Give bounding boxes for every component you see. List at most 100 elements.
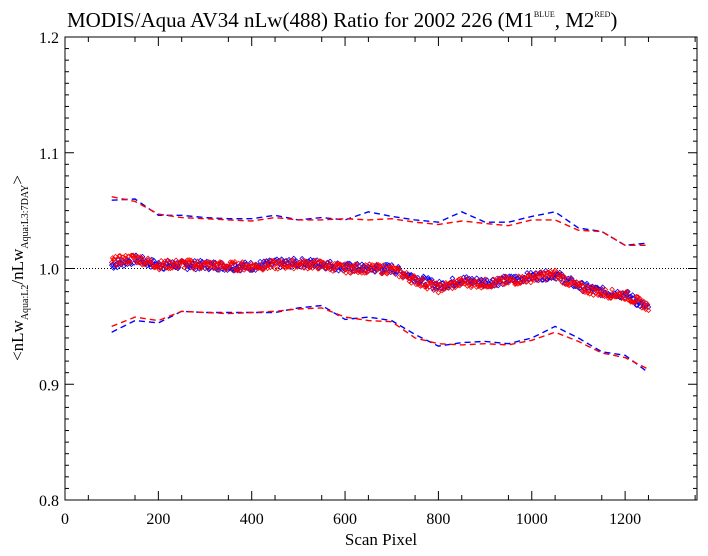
data-point: [295, 261, 302, 267]
data-point: [500, 281, 506, 287]
data-point: [502, 274, 509, 280]
data-point: [528, 279, 534, 286]
data-point: [445, 285, 452, 291]
data-point: [290, 257, 296, 263]
data-point: [195, 261, 202, 267]
data-point: [449, 285, 456, 292]
data-point: [315, 266, 321, 272]
data-point: [531, 277, 538, 283]
data-point: [169, 265, 176, 271]
data-point: [141, 256, 148, 263]
data-point: [227, 259, 234, 265]
data-point: [197, 265, 204, 271]
data-point: [413, 281, 419, 288]
data-point: [457, 282, 463, 289]
data-point: [469, 283, 475, 289]
data-point: [118, 259, 124, 266]
title-sup-red: RED: [594, 10, 610, 19]
data-point: [631, 299, 638, 306]
data-point: [407, 275, 414, 282]
data-point: [389, 263, 396, 270]
data-point: [599, 284, 606, 290]
data-point: [173, 257, 179, 264]
data-point: [384, 271, 390, 277]
data-point: [553, 275, 559, 282]
data-point: [599, 286, 605, 292]
data-point: [127, 259, 134, 266]
data-point: [545, 269, 552, 276]
data-point: [586, 291, 593, 297]
data-point: [308, 259, 315, 266]
y-tick-labels: 0.8 0.9 1.0 1.1 1.2: [39, 30, 59, 510]
data-point: [398, 268, 404, 275]
data-point: [331, 266, 337, 272]
data-point: [539, 277, 545, 283]
x-tick-label: 200: [146, 511, 170, 528]
data-point: [609, 286, 615, 293]
data-point: [613, 293, 619, 300]
data-point: [232, 259, 238, 265]
data-point: [526, 271, 532, 277]
data-point: [575, 283, 582, 290]
data-point: [632, 299, 639, 306]
data-point: [461, 281, 468, 287]
data-point: [515, 273, 522, 279]
data-point: [608, 295, 614, 301]
data-point: [518, 279, 525, 285]
data-point: [498, 276, 504, 282]
data-point: [430, 279, 436, 285]
data-point: [269, 262, 276, 269]
data-point: [623, 289, 629, 295]
y-tick-label: 0.9: [39, 377, 59, 394]
data-point: [465, 276, 472, 282]
data-point: [305, 260, 312, 267]
data-point: [361, 270, 368, 276]
data-point: [464, 283, 471, 289]
data-point: [324, 263, 331, 270]
x-tick-label: 600: [333, 511, 357, 528]
data-point: [311, 261, 318, 268]
data-point: [215, 266, 221, 273]
data-point: [177, 258, 184, 264]
data-point: [394, 265, 401, 272]
data-point: [431, 284, 438, 290]
data-point: [186, 257, 192, 263]
x-tick-labels: 0 200 400 600 800 1000 1200: [61, 511, 641, 528]
data-point: [441, 283, 447, 290]
data-point: [231, 260, 237, 266]
data-point: [148, 257, 154, 264]
title-main: MODIS/Aqua AV34 nLw(488) Ratio for 2002 …: [67, 8, 534, 32]
data-point: [239, 259, 246, 265]
data-point: [180, 259, 187, 265]
data-point: [210, 265, 217, 272]
x-tick-label: 1200: [609, 511, 641, 528]
data-point: [128, 252, 135, 259]
data-point: [579, 288, 585, 294]
x-tick-label: 800: [426, 511, 450, 528]
series-red-upper-line: [111, 196, 649, 246]
data-point: [345, 261, 351, 268]
data-point: [291, 258, 298, 265]
data-point: [309, 265, 316, 271]
data-point: [136, 260, 143, 266]
data-point: [213, 260, 219, 267]
data-point: [287, 263, 293, 269]
data-point: [262, 258, 269, 264]
data-point: [620, 290, 627, 296]
ylabel-sub2: Aqua:L3:7DAY: [20, 185, 31, 249]
data-point: [581, 287, 587, 294]
x-tick-label: 400: [240, 511, 264, 528]
data-point: [377, 263, 384, 269]
series-blue-lower-line: [111, 304, 649, 374]
data-point: [482, 276, 488, 282]
data-point: [167, 265, 174, 272]
data-point: [354, 261, 360, 268]
data-point: [576, 280, 583, 287]
data-point: [408, 280, 415, 286]
data-point: [184, 257, 191, 263]
x-tick-label: 0: [61, 511, 69, 528]
x-tick-label: 1000: [516, 511, 548, 528]
series-red-points: [108, 252, 652, 314]
data-point: [424, 286, 430, 292]
series-band-lines: [111, 196, 649, 374]
